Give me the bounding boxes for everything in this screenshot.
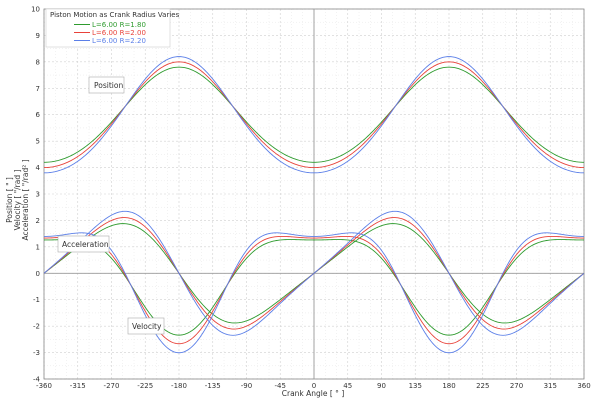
x-tick-label: 315 xyxy=(544,382,557,390)
legend-entries: L=6.00 R=1.80L=6.00 R=2.00L=6.00 R=2.20 xyxy=(74,21,146,45)
x-tick-label: 360 xyxy=(577,382,590,390)
x-tick-label: 45 xyxy=(343,382,352,390)
y-axis-label-velocity: Velocity [ "/rad ] xyxy=(13,170,22,231)
y-tick-label: -1 xyxy=(33,296,40,304)
x-tick-label: 90 xyxy=(377,382,386,390)
series-2-position-line xyxy=(43,61,585,169)
y-tick-label: 9 xyxy=(36,32,40,40)
series-layer xyxy=(43,56,585,354)
y-tick-label: -4 xyxy=(33,376,41,384)
y-axis-label: Position [ " ] Velocity [ "/rad ] Accele… xyxy=(5,159,30,240)
annotation-position-box xyxy=(88,76,125,94)
legend-box xyxy=(45,8,171,48)
y-tick-label: 5 xyxy=(36,138,40,146)
y-tick-label: 0 xyxy=(36,270,40,278)
legend-label-3: L=6.00 R=2.20 xyxy=(92,37,146,45)
x-tick-label: -135 xyxy=(205,382,221,390)
y-tick-label: 6 xyxy=(36,111,41,119)
y-tick-label: 7 xyxy=(36,85,40,93)
x-tick-label: -360 xyxy=(36,382,52,390)
x-tick-label: -270 xyxy=(104,382,120,390)
y-axis-label-position: Position [ " ] xyxy=(5,177,14,223)
x-tick-label: 270 xyxy=(510,382,523,390)
series-3-velocity-line xyxy=(43,210,585,336)
legend-label-2: L=6.00 R=2.00 xyxy=(92,29,146,37)
x-tick-label: -180 xyxy=(171,382,187,390)
series-3-acceleration-line xyxy=(43,232,585,354)
annotation-velocity-box xyxy=(127,317,165,335)
y-axis-label-acceleration: Acceleration [ "/rad² ] xyxy=(21,159,30,240)
y-tick-label: 10 xyxy=(31,6,40,14)
y-tick-label: 8 xyxy=(36,58,40,66)
series-1-acceleration-line xyxy=(43,239,585,336)
tick-labels: -360 -315 -270 -225 -180 -135 -90 -45 0 45 90 135 18… xyxy=(31,6,591,391)
y-tick-label: 1 xyxy=(36,243,40,251)
x-tick-label: -315 xyxy=(70,382,86,390)
y-tick-label: -3 xyxy=(33,349,40,357)
chart-title: Piston Motion as Crank Radius Varies xyxy=(50,11,180,19)
x-tick-label: 0 xyxy=(312,382,316,390)
annotations: Position Acceleration Velocity xyxy=(57,76,165,335)
x-tick-label: -225 xyxy=(137,382,153,390)
series-1-position-line xyxy=(43,66,585,163)
y-tick-label: 3 xyxy=(36,191,40,199)
x-tick-label: 180 xyxy=(442,382,455,390)
annotation-acceleration-box xyxy=(57,235,110,253)
x-tick-label: -45 xyxy=(275,382,286,390)
legend-label-1: L=6.00 R=1.80 xyxy=(92,21,146,29)
x-tick-label: 135 xyxy=(409,382,422,390)
series-3-position-line xyxy=(43,56,585,174)
x-tick-label: -90 xyxy=(241,382,252,390)
annotation-velocity: Velocity xyxy=(132,322,162,331)
y-tick-label: 4 xyxy=(36,164,41,172)
legend: Piston Motion as Crank Radius Varies L=6… xyxy=(45,8,180,48)
x-tick-label: 225 xyxy=(476,382,489,390)
y-tick-label: 2 xyxy=(36,217,40,225)
annotation-position: Position xyxy=(94,81,123,90)
annotation-acceleration: Acceleration xyxy=(62,240,109,249)
x-axis-label: Crank Angle [ ° ] xyxy=(282,389,345,398)
y-tick-label: -2 xyxy=(33,323,40,331)
axes xyxy=(43,8,585,380)
